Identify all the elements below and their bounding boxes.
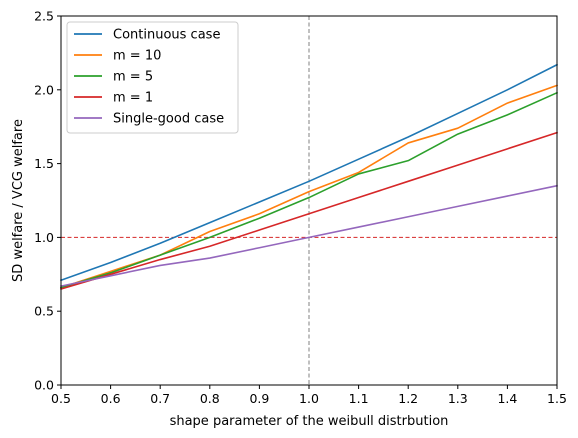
legend-entry-label: m = 1 (113, 91, 153, 106)
legend-box (66, 21, 239, 134)
x-tick-label: 1.0 (299, 391, 319, 406)
y-tick-label: 0.5 (34, 304, 54, 319)
legend-entry-label: m = 5 (113, 70, 153, 85)
legend-entry-label: Single-good case (113, 112, 224, 127)
y-tick-label: 2.0 (34, 82, 54, 97)
y-axis-ticks: 0.0 0.5 1.0 1.5 2.0 2.5 (34, 9, 61, 393)
x-tick-label: 1.1 (349, 391, 369, 406)
legend-entry-label: m = 10 (113, 49, 161, 64)
x-tick-label: 1.4 (497, 391, 517, 406)
x-tick-label: 0.5 (51, 391, 71, 406)
series-layer (59, 63, 559, 291)
legend-entry-label: Continuous case (113, 28, 220, 43)
y-tick-label: 1.0 (34, 230, 54, 245)
x-tick-label: 1.2 (398, 391, 418, 406)
series-line-4 (60, 184, 558, 288)
x-tick-label: 1.3 (448, 391, 468, 406)
series-line-0 (59, 63, 559, 282)
series-line-3 (60, 131, 559, 291)
x-tick-label: 0.9 (249, 391, 269, 406)
y-tick-label: 0.0 (34, 378, 54, 393)
y-tick-label: 1.5 (34, 156, 54, 171)
y-axis-label: SD welfare / VCG welfare (11, 119, 26, 282)
x-tick-label: 0.8 (200, 391, 220, 406)
x-tick-label: 1.5 (547, 391, 567, 406)
x-tick-label: 0.7 (150, 391, 170, 406)
x-axis-ticks: 0.5 0.6 0.7 0.8 0.9 1.0 1.1 1.2 1.3 1.4 1.5 (51, 385, 567, 406)
x-axis-label: shape parameter of the weibull distrbuti… (170, 414, 449, 429)
legend: Continuous case m = 10 m = 5 m = 1 Single-go… (66, 21, 239, 134)
series-line-2 (60, 91, 559, 289)
x-tick-label: 0.6 (101, 391, 121, 406)
y-tick-label: 2.5 (34, 9, 54, 24)
